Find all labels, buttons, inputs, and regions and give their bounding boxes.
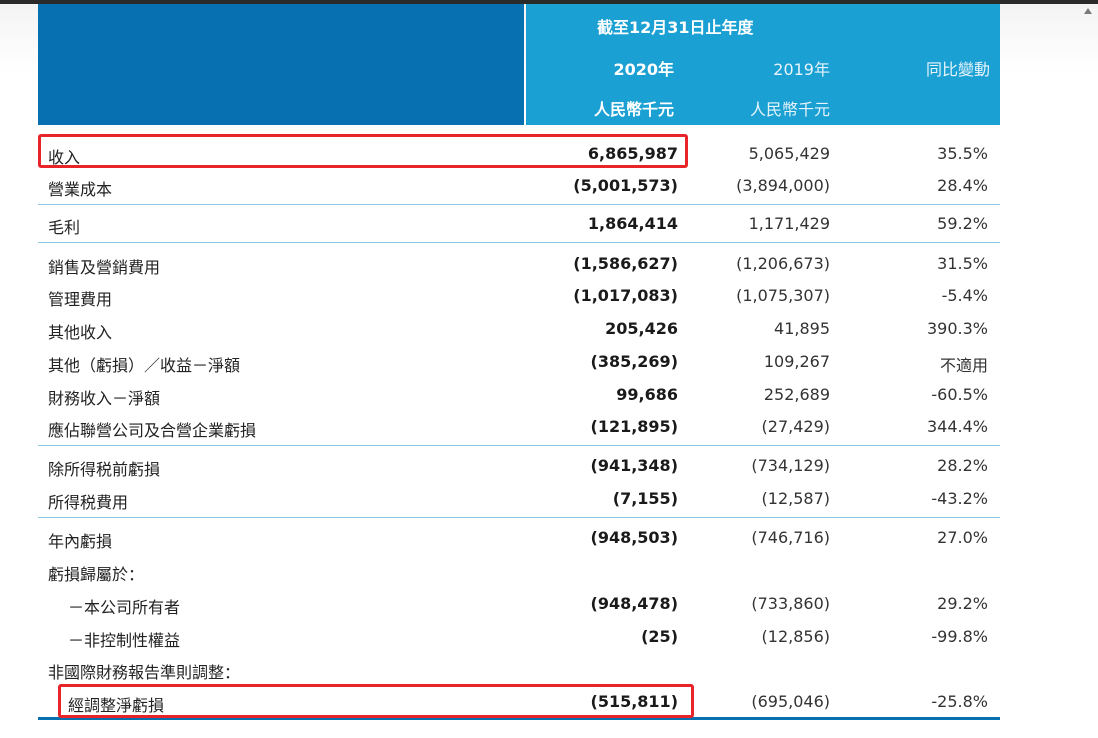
value-2020: (25): [641, 627, 678, 646]
value-2019: (1,206,673): [736, 254, 830, 273]
value-2019: (3,894,000): [736, 176, 830, 195]
value-2019: (733,860): [751, 594, 830, 613]
row-label: 其他收入: [48, 323, 113, 342]
row-label: 所得税費用: [48, 493, 129, 512]
value-2020: 205,426: [605, 319, 678, 338]
value-2020: (948,478): [590, 594, 679, 613]
table-header-right: [526, 4, 1000, 125]
value-change: -60.5%: [931, 385, 988, 404]
unit-2019-label: 人民幣千元: [749, 100, 830, 119]
row-label: 營業成本: [48, 180, 113, 199]
row-label: 年內虧損: [48, 532, 113, 551]
value-change: -5.4%: [941, 286, 988, 305]
value-change: 59.2%: [937, 214, 988, 233]
value-2020: 6,865,987: [587, 144, 678, 163]
value-2019: (1,075,307): [736, 286, 830, 305]
row-label: 經調整淨虧損: [68, 696, 165, 715]
value-change: 31.5%: [937, 254, 988, 273]
value-change: 27.0%: [937, 528, 988, 547]
value-2019: (12,587): [761, 489, 830, 508]
value-change: 29.2%: [937, 594, 988, 613]
value-2019: (746,716): [751, 528, 830, 547]
row-label: 其他（虧損）／收益－淨額: [48, 356, 241, 375]
value-2020: 99,686: [616, 385, 678, 404]
value-change: 不適用: [939, 356, 988, 375]
value-2020: (1,586,627): [573, 254, 678, 273]
value-2020: (7,155): [612, 489, 678, 508]
value-2019: (12,856): [761, 627, 830, 646]
row-label: 非國際財務報告準則調整：: [48, 663, 241, 682]
table-bottom-rule: [38, 717, 1000, 720]
row-label: 管理費用: [48, 290, 113, 309]
value-2019: 252,689: [763, 385, 830, 404]
row-divider: [38, 445, 1000, 446]
row-label: 銷售及營銷費用: [48, 258, 161, 277]
value-2020: (121,895): [590, 417, 679, 436]
value-2019: 1,171,429: [748, 214, 830, 233]
period-heading: 截至12月31日止年度: [597, 18, 754, 37]
value-change: -43.2%: [931, 489, 988, 508]
highlight-box-revenue: [38, 134, 688, 168]
unit-2020-label: 人民幣千元: [593, 100, 674, 119]
row-label: 收入: [48, 148, 81, 167]
value-change: 28.2%: [937, 456, 988, 475]
value-2019: (695,046): [751, 692, 830, 711]
value-2020: (515,811): [590, 692, 679, 711]
value-2019: 5,065,429: [748, 144, 830, 163]
window-top-bar: [0, 0, 1098, 4]
row-divider: [38, 204, 1000, 205]
row-label: 毛利: [48, 218, 81, 237]
row-label: －本公司所有者: [68, 598, 181, 617]
highlight-box-adjusted-loss: [58, 684, 694, 718]
column-change-heading: 同比變動: [925, 60, 990, 79]
value-2019: 109,267: [763, 352, 830, 371]
value-change: 390.3%: [926, 319, 988, 338]
value-change: -99.8%: [931, 627, 988, 646]
value-2020: (948,503): [590, 528, 679, 547]
row-divider: [38, 242, 1000, 243]
value-change: -25.8%: [931, 692, 988, 711]
value-2020: (385,269): [590, 352, 679, 371]
row-label: 財務收入－淨額: [48, 389, 161, 408]
value-2020: (5,001,573): [573, 176, 678, 195]
value-2020: 1,864,414: [587, 214, 678, 233]
scroll-up-icon[interactable]: [1084, 8, 1092, 14]
column-2020-heading: 2020年: [613, 60, 674, 79]
row-label: 虧損歸屬於：: [48, 565, 145, 584]
value-2020: (941,348): [590, 456, 679, 475]
value-2019: (734,129): [751, 456, 830, 475]
row-label: －非控制性權益: [68, 631, 181, 650]
row-divider: [38, 517, 1000, 518]
value-2019: 41,895: [774, 319, 830, 338]
value-2020: (1,017,083): [573, 286, 678, 305]
row-label: 除所得税前虧損: [48, 460, 161, 479]
row-label: 應佔聯營公司及合營企業虧損: [48, 421, 257, 440]
column-2019-heading: 2019年: [773, 60, 830, 79]
value-change: 35.5%: [937, 144, 988, 163]
value-change: 28.4%: [937, 176, 988, 195]
table-header-left: [38, 4, 524, 125]
value-2019: (27,429): [761, 417, 830, 436]
value-change: 344.4%: [926, 417, 988, 436]
